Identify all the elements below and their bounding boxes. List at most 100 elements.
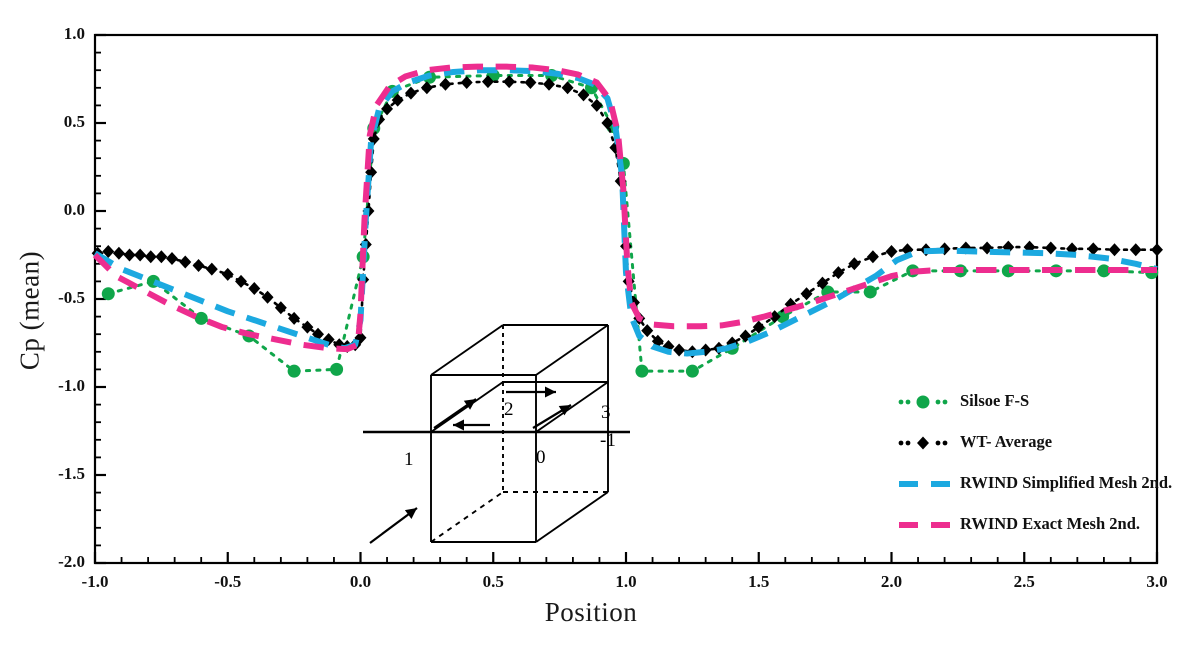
series-marker (503, 75, 516, 89)
series-line (106, 73, 1154, 373)
axis-ticks (93, 33, 1159, 565)
x-tick-label: -0.5 (214, 572, 242, 591)
series-marker (155, 250, 168, 264)
series-marker (322, 332, 335, 346)
legend-swatch-3 (899, 481, 950, 487)
inset-edge-upper-connect-tl (430, 324, 504, 376)
inset-arrow-0-head (453, 419, 464, 431)
legend-label-3: RWIND Simplified Mesh 2nd. (960, 473, 1173, 492)
series-marker (192, 259, 205, 273)
series-marker (641, 324, 654, 338)
series-marker (439, 77, 452, 91)
series-marker (1129, 243, 1142, 257)
series-marker (221, 267, 234, 281)
legend-label-2: WT- Average (960, 432, 1053, 451)
inset-edge-connect-bl-hidden (430, 491, 504, 543)
series-marker (768, 310, 781, 324)
series-marker (1108, 243, 1121, 257)
legend-dot (942, 399, 948, 405)
series-marker (123, 248, 136, 262)
y-tick-label: -0.5 (58, 288, 85, 307)
y-tick-label: 1.0 (63, 24, 85, 43)
inset-arrow-1-head (463, 399, 476, 410)
legend-dot (905, 440, 911, 446)
series-marker (205, 262, 218, 276)
series-marker (832, 266, 845, 280)
series-marker (194, 311, 208, 325)
series-marker (685, 364, 699, 378)
series-marker (274, 301, 287, 315)
series-line (93, 67, 1158, 357)
series-marker (590, 98, 603, 112)
series-marker (866, 250, 879, 264)
series-marker (235, 274, 248, 288)
inset-label-1: 1 (404, 449, 414, 470)
inset-arrow-minus1-head (558, 405, 571, 416)
inset-edge-connect-tl (430, 381, 504, 433)
series-marker (102, 244, 115, 258)
series-marker (577, 88, 590, 102)
series-marker (144, 250, 157, 264)
inset-arrow-3-head (545, 386, 556, 398)
series-4 (92, 63, 1157, 353)
legend-swatch-1 (898, 395, 948, 409)
legend-dot (905, 399, 911, 405)
legend-label-4: RWIND Exact Mesh 2nd. (960, 514, 1141, 533)
data-series-group (91, 63, 1163, 378)
series-marker (543, 77, 555, 91)
series-marker (863, 285, 877, 299)
series-marker (1151, 243, 1163, 257)
series-marker (287, 364, 301, 378)
x-tick-label: 1.0 (615, 572, 637, 591)
x-tick-label: 0.0 (349, 572, 372, 591)
x-tick-label: 2.0 (880, 572, 903, 591)
x-tick-label: 2.5 (1013, 572, 1035, 591)
series-marker (248, 281, 261, 295)
series-line (92, 63, 1157, 353)
legend-dot (935, 399, 941, 405)
inset-edge-upper-connect-tr (535, 324, 609, 376)
series-marker (1097, 264, 1111, 278)
legend-dot (898, 399, 904, 405)
legend-dot (898, 440, 904, 446)
x-tick-label: 0.5 (482, 572, 504, 591)
series-marker (381, 102, 394, 116)
series-marker (635, 364, 649, 378)
y-tick-label: 0.5 (63, 112, 85, 131)
legend-dot (942, 440, 948, 446)
series-marker (301, 320, 314, 334)
x-tick-label: 1.5 (748, 572, 770, 591)
series-marker (673, 343, 686, 357)
legend-swatch-2 (898, 436, 948, 450)
series-marker (885, 244, 898, 258)
series-marker (112, 246, 125, 260)
legend-marker (917, 436, 929, 450)
series-marker (179, 255, 192, 269)
y-tick-label: -1.5 (58, 464, 85, 483)
series-marker (800, 287, 813, 301)
series-marker (739, 329, 752, 343)
inset-diagram: 2 3 -1 1 0 (363, 324, 630, 544)
inset-edge-connect-br (535, 491, 609, 543)
series-marker (561, 81, 574, 95)
inset-arrow-wind-head (404, 508, 417, 519)
series-marker (166, 252, 178, 266)
series-marker (134, 248, 147, 262)
y-tick-label: 0.0 (63, 200, 85, 219)
y-tick-label: -1.0 (58, 376, 85, 395)
y-tick-label: -2.0 (58, 552, 85, 571)
inset-edge-connect-tr (535, 381, 609, 433)
series-marker (460, 76, 473, 90)
series-marker (752, 320, 765, 334)
series-marker (481, 75, 494, 89)
series-marker (601, 116, 614, 130)
inset-label--1: -1 (600, 430, 616, 451)
series-marker (391, 93, 404, 107)
series-marker (1087, 242, 1100, 256)
series-marker (288, 311, 301, 325)
series-3 (93, 67, 1158, 357)
series-1 (101, 68, 1159, 378)
series-marker (101, 287, 115, 301)
